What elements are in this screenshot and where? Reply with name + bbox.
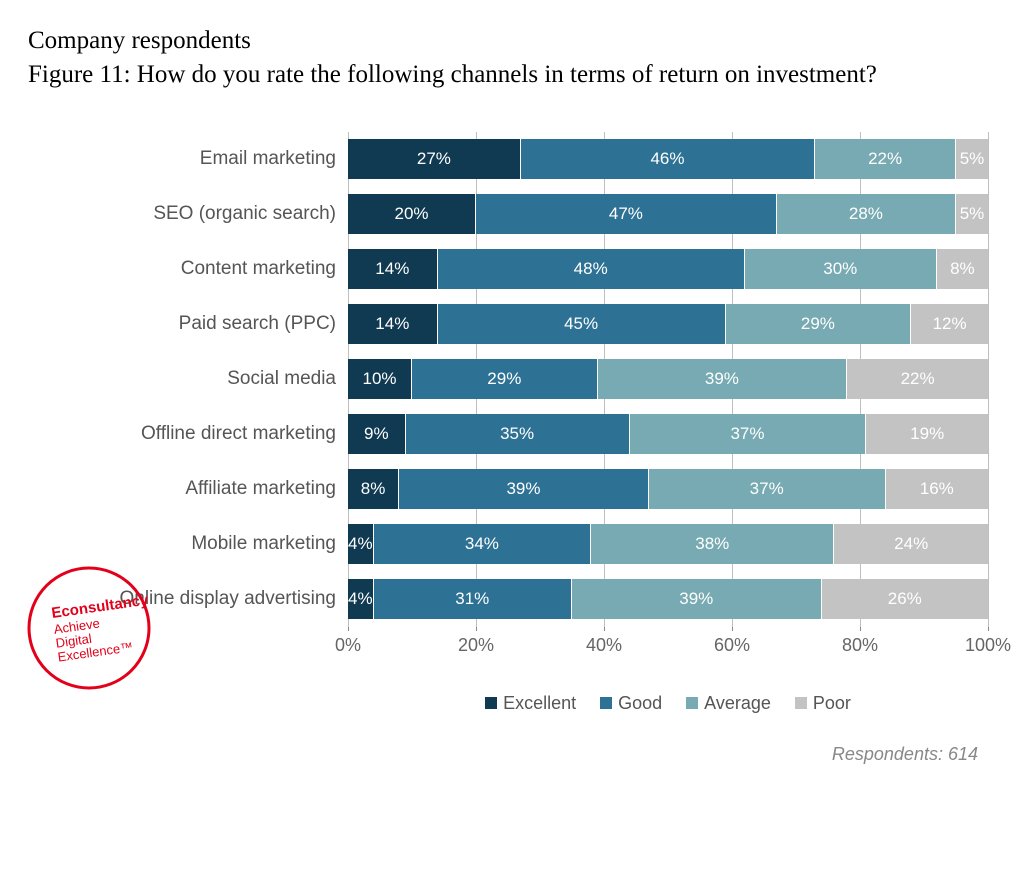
legend-item-excellent: Excellent (485, 693, 576, 714)
bar-segment-poor: 19% (866, 414, 988, 454)
bar-segment-average: 30% (745, 249, 937, 289)
bar-segment-average: 39% (572, 579, 822, 619)
bar-segment-excellent: 9% (348, 414, 406, 454)
bar-segment-average: 37% (630, 414, 867, 454)
gridline (988, 132, 989, 627)
chart-row: Offline direct marketing9%35%37%19% (108, 407, 988, 462)
bar-segment-average: 29% (726, 304, 912, 344)
bar-segment-poor: 22% (847, 359, 988, 399)
bar-segment-excellent: 10% (348, 359, 412, 399)
bar-track: 10%29%39%22% (348, 359, 988, 399)
bar-segment-excellent: 8% (348, 469, 399, 509)
bar-segment-good: 45% (438, 304, 726, 344)
bar-segment-good: 31% (374, 579, 572, 619)
respondents-count: 614 (948, 744, 978, 764)
bar-track: 14%45%29%12% (348, 304, 988, 344)
x-axis: 0%20%40%60%80%100% (348, 635, 988, 671)
chart-row: Affiliate marketing8%39%37%16% (108, 462, 988, 517)
category-label: Email marketing (108, 148, 348, 170)
category-label: Mobile marketing (108, 533, 348, 555)
category-label: SEO (organic search) (108, 203, 348, 225)
legend-item-poor: Poor (795, 693, 851, 714)
legend-label: Excellent (503, 693, 576, 714)
bar-segment-average: 28% (777, 194, 956, 234)
x-tick-label: 20% (458, 635, 494, 656)
bar-segment-excellent: 27% (348, 139, 521, 179)
chart-row: SEO (organic search)20%47%28%5% (108, 187, 988, 242)
bar-segment-excellent: 4% (348, 579, 374, 619)
bar-segment-poor: 8% (937, 249, 988, 289)
respondents-footnote: Respondents: 614 (28, 744, 996, 765)
bar-track: 4%31%39%26% (348, 579, 988, 619)
bar-track: 4%34%38%24% (348, 524, 988, 564)
category-label: Affiliate marketing (108, 478, 348, 500)
legend: Excellent Good Average Poor (348, 693, 988, 714)
x-tick-label: 0% (335, 635, 361, 656)
bar-segment-poor: 16% (886, 469, 988, 509)
chart-row: Content marketing14%48%30%8% (108, 242, 988, 297)
title-line-1: Company respondents (28, 24, 996, 58)
bar-track: 14%48%30%8% (348, 249, 988, 289)
legend-label: Good (618, 693, 662, 714)
x-tick-label: 60% (714, 635, 750, 656)
category-label: Online display advertising (108, 588, 348, 610)
bar-segment-average: 39% (598, 359, 848, 399)
chart-rows: Email marketing27%46%22%5%SEO (organic s… (108, 132, 988, 627)
bar-segment-good: 29% (412, 359, 598, 399)
category-label: Social media (108, 368, 348, 390)
category-label: Content marketing (108, 258, 348, 280)
chart-row: Online display advertising4%31%39%26% (108, 572, 988, 627)
svg-text:Achieve: Achieve (53, 615, 101, 636)
bar-segment-average: 22% (815, 139, 956, 179)
bar-segment-good: 47% (476, 194, 777, 234)
bar-segment-good: 35% (406, 414, 630, 454)
bar-segment-excellent: 14% (348, 304, 438, 344)
legend-item-good: Good (600, 693, 662, 714)
chart-row: Email marketing27%46%22%5% (108, 132, 988, 187)
legend-label: Average (704, 693, 771, 714)
category-label: Offline direct marketing (108, 423, 348, 445)
svg-text:Digital: Digital (55, 630, 93, 650)
bar-segment-good: 39% (399, 469, 649, 509)
bar-track: 8%39%37%16% (348, 469, 988, 509)
legend-item-average: Average (686, 693, 771, 714)
bar-segment-poor: 24% (834, 524, 988, 564)
bar-segment-excellent: 14% (348, 249, 438, 289)
category-label: Paid search (PPC) (108, 313, 348, 335)
bar-track: 20%47%28%5% (348, 194, 988, 234)
chart-title-block: Company respondents Figure 11: How do yo… (28, 24, 996, 92)
bar-segment-excellent: 4% (348, 524, 374, 564)
x-tick-label: 100% (965, 635, 1011, 656)
bar-segment-excellent: 20% (348, 194, 476, 234)
chart-row: Social media10%29%39%22% (108, 352, 988, 407)
bar-segment-poor: 5% (956, 194, 988, 234)
respondents-prefix: Respondents: (832, 744, 948, 764)
legend-swatch (485, 697, 497, 709)
chart: Email marketing27%46%22%5%SEO (organic s… (108, 132, 988, 714)
bar-segment-average: 37% (649, 469, 886, 509)
bar-segment-poor: 5% (956, 139, 988, 179)
bar-segment-poor: 26% (822, 579, 988, 619)
legend-swatch (686, 697, 698, 709)
legend-label: Poor (813, 693, 851, 714)
chart-row: Mobile marketing4%34%38%24% (108, 517, 988, 572)
legend-swatch (795, 697, 807, 709)
bar-segment-average: 38% (591, 524, 834, 564)
x-tick-label: 80% (842, 635, 878, 656)
legend-swatch (600, 697, 612, 709)
bar-segment-good: 48% (438, 249, 745, 289)
bar-segment-poor: 12% (911, 304, 988, 344)
bar-segment-good: 34% (374, 524, 592, 564)
bar-segment-good: 46% (521, 139, 815, 179)
bar-track: 9%35%37%19% (348, 414, 988, 454)
bar-track: 27%46%22%5% (348, 139, 988, 179)
chart-row: Paid search (PPC)14%45%29%12% (108, 297, 988, 352)
x-tick-label: 40% (586, 635, 622, 656)
title-line-2: Figure 11: How do you rate the following… (28, 58, 996, 92)
